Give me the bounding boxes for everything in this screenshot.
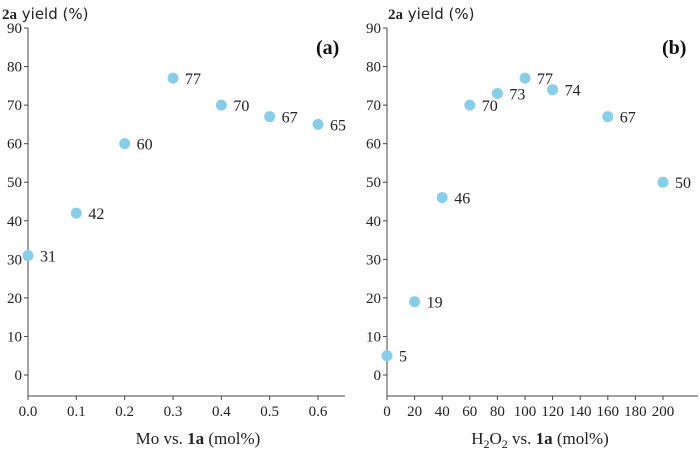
data-point xyxy=(22,249,34,261)
panel-a-y-tick-label: 30 xyxy=(7,252,22,268)
data-point xyxy=(436,192,448,204)
data-label: 42 xyxy=(88,206,104,223)
data-label: 77 xyxy=(537,71,553,88)
panel-b-y-tick-label: 0 xyxy=(374,368,382,384)
data-point xyxy=(491,88,503,100)
panel-b-x-tick-label: 20 xyxy=(407,404,422,420)
panel-a-y-tick-label: 60 xyxy=(7,137,22,153)
data-label: 19 xyxy=(427,295,443,312)
data-label: 65 xyxy=(330,117,346,134)
panel-b-y-axis-label: 2a yield (%) xyxy=(388,5,474,23)
data-point xyxy=(312,118,324,130)
panel-a-x-tick-label: 0.6 xyxy=(309,404,328,420)
panel-b-label: (b) xyxy=(662,37,686,59)
panel-a-y-ticks: 0 10 20 30 40 50 60 70 80 90 xyxy=(7,21,28,384)
data-point xyxy=(519,72,531,84)
panel-b-x-tick-label: 40 xyxy=(435,404,450,420)
panel-a-x-tick-label: 0.4 xyxy=(212,404,231,420)
panel-b-x-tick-label: 180 xyxy=(624,404,647,420)
panel-b-y-tick-label: 60 xyxy=(366,137,381,153)
panel-b-x-tick-label: 140 xyxy=(569,404,592,420)
panel-b-x-tick-label: 120 xyxy=(541,404,564,420)
panel-a-y-tick-label: 0 xyxy=(15,368,23,384)
panel-b-x-tick-label: 60 xyxy=(462,404,477,420)
data-label: 70 xyxy=(482,98,498,115)
panel-b-y-tick-label: 10 xyxy=(366,329,381,345)
panel-b-x-tick-label: 200 xyxy=(652,404,675,420)
data-label: 73 xyxy=(509,87,525,104)
data-label: 74 xyxy=(565,83,581,100)
panel-a-y-tick-label: 20 xyxy=(7,291,22,307)
panel-b-y-tick-label: 80 xyxy=(366,60,381,76)
data-label: 31 xyxy=(40,248,56,265)
data-point xyxy=(547,84,559,96)
data-point xyxy=(215,99,227,111)
panel-a-x-tick-label: 0.5 xyxy=(260,404,279,420)
panel-b-y-ticks: 0 10 20 30 40 50 60 70 80 90 xyxy=(366,21,387,384)
panel-b-x-tick-label: 100 xyxy=(514,404,537,420)
data-point xyxy=(409,296,421,308)
panel-a-label: (a) xyxy=(316,37,339,59)
panel-b-y-tick-label: 90 xyxy=(366,21,381,37)
data-point xyxy=(602,111,614,123)
panel-b: 2a yield (%) (b) 0 10 20 30 40 50 60 70 80 90 0 20… xyxy=(366,5,698,451)
panel-b-x-axis-label: H2O2 vs. 1a (mol%) xyxy=(471,429,609,451)
data-label: 50 xyxy=(675,175,691,192)
panel-a-points: 31 42 60 77 70 67 65 xyxy=(22,71,346,265)
panel-a-y-axis-label: 2a yield (%) xyxy=(2,5,88,23)
panel-b-y-tick-label: 30 xyxy=(366,252,381,268)
data-label: 67 xyxy=(620,110,636,127)
data-label: 70 xyxy=(233,98,249,115)
panel-b-y-tick-label: 40 xyxy=(366,214,381,230)
data-label: 67 xyxy=(282,110,298,127)
panel-b-x-tick-label: 160 xyxy=(597,404,620,420)
panel-a-y-tick-label: 80 xyxy=(7,60,22,76)
data-point xyxy=(264,111,276,123)
panel-a-x-tick-label: 0.2 xyxy=(115,404,134,420)
panel-a-x-axis-label: Mo vs. 1a (mol%) xyxy=(136,429,261,448)
panel-a-y-tick-label: 70 xyxy=(7,98,22,114)
data-label: 77 xyxy=(185,71,201,88)
data-point xyxy=(464,99,476,111)
panel-b-x-ticks: 0 20 40 60 80 100 120 140 160 180 200 xyxy=(383,396,674,420)
data-point xyxy=(167,72,179,84)
panel-a: 2a yield (%) (a) 0 10 20 30 40 50 60 70 80 90 0.0… xyxy=(2,5,346,448)
panel-a-y-tick-label: 40 xyxy=(7,214,22,230)
panel-a-y-tick-label: 50 xyxy=(7,175,22,191)
panel-a-x-tick-label: 0.0 xyxy=(19,404,38,420)
data-label: 46 xyxy=(454,191,470,208)
data-label: 60 xyxy=(137,137,153,154)
panel-b-points: 5 19 46 70 73 77 74 67 50 xyxy=(381,71,691,366)
data-label: 5 xyxy=(399,349,407,366)
panel-b-x-tick-label: 80 xyxy=(490,404,505,420)
panel-a-x-ticks: 0.0 0.1 0.2 0.3 0.4 0.5 0.6 xyxy=(19,396,328,420)
panel-a-x-tick-label: 0.3 xyxy=(164,404,183,420)
panel-b-x-tick-label: 0 xyxy=(383,404,391,420)
panel-a-x-tick-label: 0.1 xyxy=(67,404,86,420)
data-point xyxy=(657,176,669,188)
data-point xyxy=(70,207,82,219)
panel-b-y-tick-label: 20 xyxy=(366,291,381,307)
panel-b-y-tick-label: 50 xyxy=(366,175,381,191)
data-point xyxy=(119,138,131,150)
panel-b-y-tick-label: 70 xyxy=(366,98,381,114)
data-point xyxy=(381,350,393,362)
panel-a-y-tick-label: 90 xyxy=(7,21,22,37)
panel-a-y-tick-label: 10 xyxy=(7,329,22,345)
